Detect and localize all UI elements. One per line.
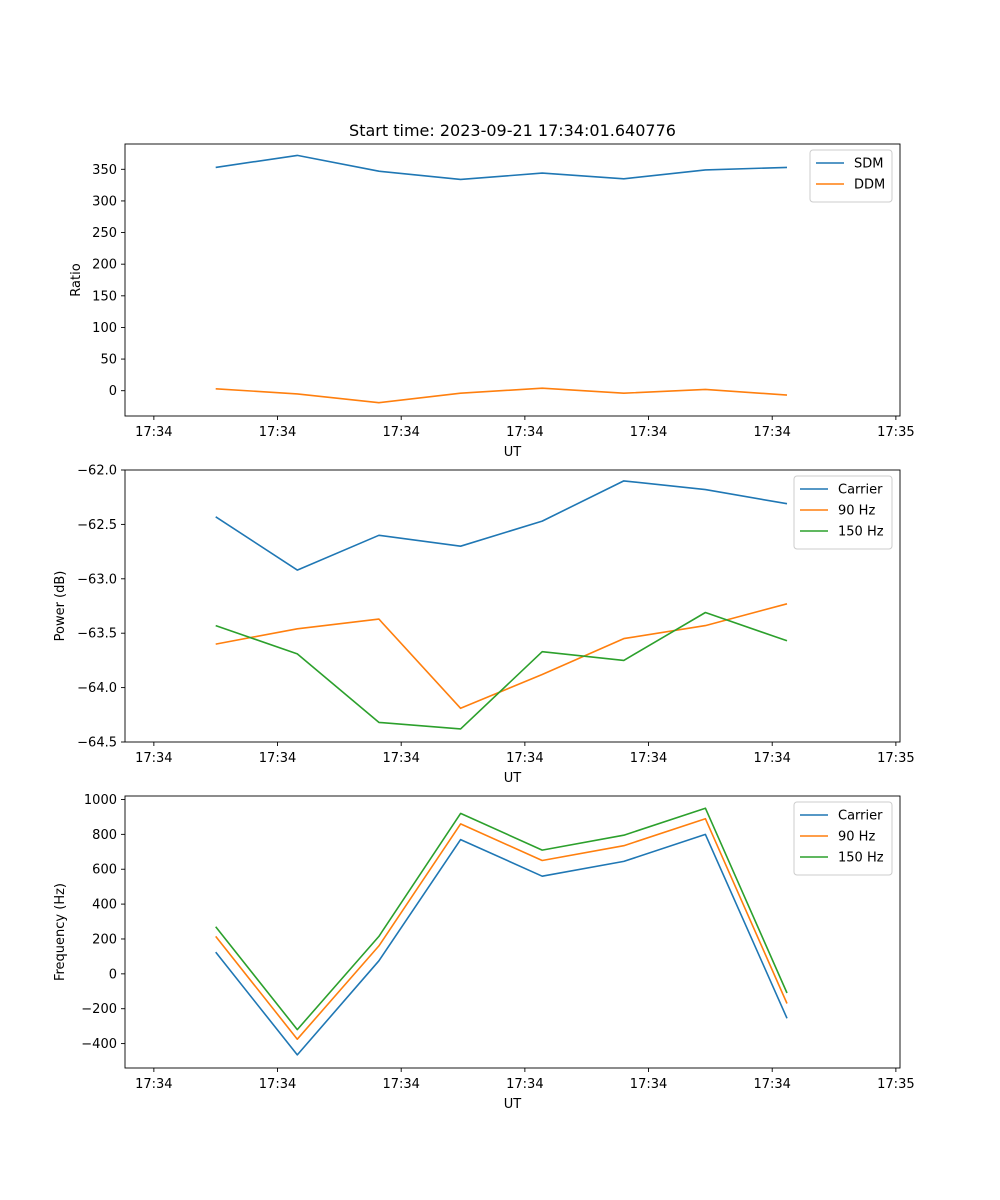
y-tick-label: 300 — [92, 194, 117, 209]
y-tick-label: 400 — [92, 898, 117, 913]
x-tick-label: 17:34 — [630, 425, 667, 440]
x-tick-label: 17:34 — [506, 751, 543, 766]
y-tick-label: −400 — [81, 1037, 117, 1052]
series-line-150-hz — [215, 611, 788, 730]
y-tick-label: −64.5 — [77, 736, 117, 751]
x-tick-label: 17:35 — [877, 425, 914, 440]
x-tick-label: 17:35 — [877, 1077, 914, 1092]
y-tick-label: 0 — [109, 967, 117, 982]
x-tick-label: 17:34 — [506, 425, 543, 440]
y-tick-label: −63.5 — [77, 627, 117, 642]
chart-title: Start time: 2023-09-21 17:34:01.640776 — [349, 121, 676, 140]
y-tick-label: −62.0 — [77, 464, 117, 479]
y-tick-label: 150 — [92, 289, 117, 304]
x-tick-label: 17:34 — [753, 425, 790, 440]
x-tick-label: 17:34 — [382, 1077, 419, 1092]
axes-frame — [124, 143, 901, 417]
y-tick-label: 600 — [92, 863, 117, 878]
y-tick-label: 50 — [100, 353, 117, 368]
legend-label: Carrier — [838, 483, 883, 498]
series-line-90-hz — [215, 817, 788, 1040]
y-tick-label: −200 — [81, 1002, 117, 1017]
x-axis-label: UT — [504, 771, 522, 786]
x-tick-label: 17:35 — [877, 751, 914, 766]
y-tick-label: 1000 — [84, 793, 117, 808]
y-axis-label: Frequency (Hz) — [53, 883, 68, 981]
chart-3: 17:34 17:34 17:34 17:34 17:34 17:34 17:35 −400 −… — [53, 793, 915, 1112]
y-tick-label: 0 — [109, 384, 117, 399]
x-tick-label: 17:34 — [753, 751, 790, 766]
legend-label: 90 Hz — [838, 504, 875, 519]
chart-2: 17:34 17:34 17:34 17:34 17:34 17:34 17:35 −64.5… — [53, 464, 915, 787]
x-tick-label: 17:34 — [259, 1077, 296, 1092]
series-line-90-hz — [215, 603, 788, 710]
y-tick-label: 800 — [92, 828, 117, 843]
axes-frame — [124, 469, 901, 743]
y-axis-label: Ratio — [69, 263, 84, 296]
x-tick-label: 17:34 — [753, 1077, 790, 1092]
legend-label: 150 Hz — [838, 525, 884, 540]
series-line-150-hz — [215, 807, 788, 1031]
chart-1: Start time: 2023-09-21 17:34:01.640776 17… — [69, 121, 915, 460]
x-tick-label: 17:34 — [259, 751, 296, 766]
y-tick-label: −64.0 — [77, 681, 117, 696]
axes-frame — [124, 795, 901, 1069]
x-axis-label: UT — [504, 1097, 522, 1112]
y-tick-label: 100 — [92, 321, 117, 336]
y-tick-label: −63.0 — [77, 572, 117, 587]
legend-label: SDM — [854, 157, 883, 172]
x-tick-label: 17:34 — [135, 1077, 172, 1092]
series-line-carrier — [215, 480, 788, 571]
series-line-carrier — [215, 833, 788, 1056]
x-tick-label: 17:34 — [382, 425, 419, 440]
legend: Carrier 90 Hz 150 Hz — [793, 801, 893, 876]
series-line-sdm — [215, 154, 788, 181]
series-line-ddm — [215, 387, 788, 404]
y-tick-label: 200 — [92, 258, 117, 273]
y-tick-label: −62.5 — [77, 518, 117, 533]
y-axis-label: Power (dB) — [53, 571, 68, 642]
x-tick-label: 17:34 — [506, 1077, 543, 1092]
legend-label: DDM — [854, 178, 885, 193]
y-tick-label: 250 — [92, 226, 117, 241]
x-tick-label: 17:34 — [135, 425, 172, 440]
legend: Carrier 90 Hz 150 Hz — [793, 475, 893, 550]
y-tick-label: 200 — [92, 932, 117, 947]
x-tick-label: 17:34 — [630, 1077, 667, 1092]
y-tick-label: 350 — [92, 163, 117, 178]
legend-label: 150 Hz — [838, 851, 884, 866]
x-tick-label: 17:34 — [135, 751, 172, 766]
legend-label: 90 Hz — [838, 830, 875, 845]
x-tick-label: 17:34 — [259, 425, 296, 440]
x-tick-label: 17:34 — [630, 751, 667, 766]
legend-label: Carrier — [838, 809, 883, 824]
x-tick-label: 17:34 — [382, 751, 419, 766]
x-axis-label: UT — [504, 445, 522, 460]
legend: SDM DDM — [809, 149, 893, 203]
